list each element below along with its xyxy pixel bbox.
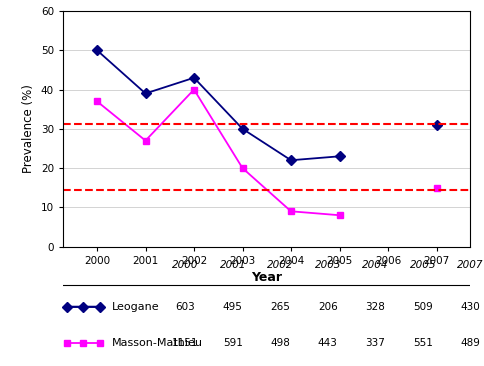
Text: Leogane: Leogane — [112, 302, 159, 311]
Text: 2002: 2002 — [267, 259, 293, 269]
Text: 265: 265 — [270, 302, 289, 311]
Text: Masson-Mathieu: Masson-Mathieu — [112, 338, 202, 348]
Text: 498: 498 — [270, 338, 289, 348]
Text: 443: 443 — [318, 338, 337, 348]
Text: 603: 603 — [175, 302, 195, 311]
Text: 591: 591 — [223, 338, 242, 348]
Text: 430: 430 — [460, 302, 479, 311]
Text: 2007: 2007 — [456, 259, 483, 269]
X-axis label: Year: Year — [251, 271, 282, 284]
Text: 495: 495 — [223, 302, 242, 311]
Text: 337: 337 — [365, 338, 384, 348]
Text: 1151: 1151 — [172, 338, 198, 348]
Y-axis label: Prevalence (%): Prevalence (%) — [22, 85, 35, 173]
Text: 2000: 2000 — [172, 259, 198, 269]
Text: 2001: 2001 — [219, 259, 245, 269]
Text: 2003: 2003 — [314, 259, 340, 269]
Text: 2005: 2005 — [409, 259, 435, 269]
Text: 206: 206 — [318, 302, 337, 311]
Text: 509: 509 — [412, 302, 432, 311]
Text: 489: 489 — [460, 338, 479, 348]
Text: 2004: 2004 — [362, 259, 388, 269]
Text: 551: 551 — [412, 338, 432, 348]
Text: 328: 328 — [365, 302, 384, 311]
